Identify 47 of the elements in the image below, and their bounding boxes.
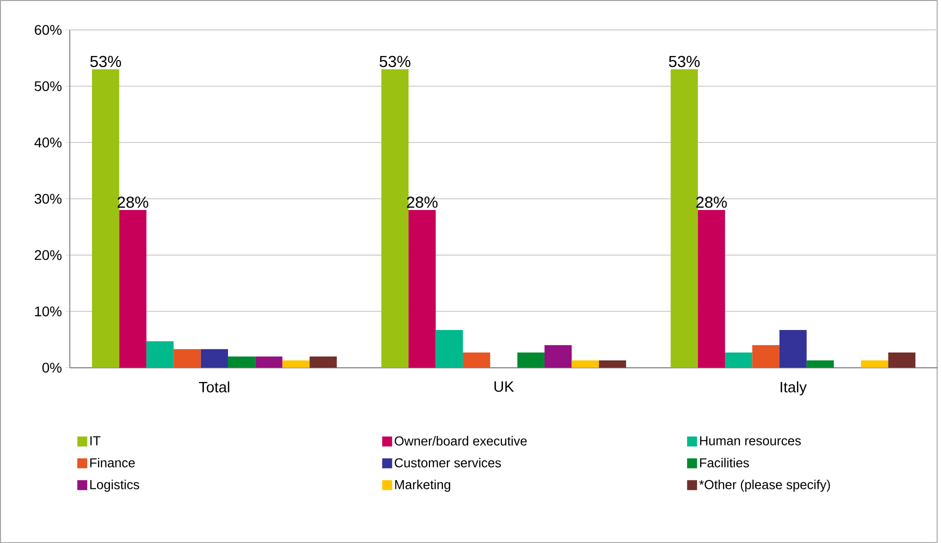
y-tick-label: 10% <box>35 306 62 316</box>
data-label: 53% <box>90 56 122 68</box>
legend-label: Facilities <box>700 458 749 468</box>
bar <box>310 356 337 368</box>
legend-label: Customer services <box>394 458 501 468</box>
data-label: 53% <box>668 56 700 68</box>
y-tick-label: 0% <box>42 362 62 373</box>
legend-label: *Other (please specify) <box>699 480 830 492</box>
bar <box>725 352 752 368</box>
bar <box>228 356 256 368</box>
y-tick-label: 40% <box>34 138 62 148</box>
bar <box>752 345 780 368</box>
legend-label: Owner/board executive <box>394 436 527 446</box>
bar <box>408 210 436 368</box>
bar <box>119 210 146 368</box>
y-tick-label: 50% <box>34 81 62 92</box>
legend-label: Finance <box>90 458 135 468</box>
bar <box>174 349 201 368</box>
bar <box>200 349 228 368</box>
bar <box>146 341 174 368</box>
y-tick-label: 20% <box>34 250 62 260</box>
y-tick-label: 30% <box>34 194 62 204</box>
bar <box>255 356 282 368</box>
bar <box>779 330 807 368</box>
bar <box>698 210 726 368</box>
bar <box>436 330 463 368</box>
x-tick-label: Italy <box>780 381 807 396</box>
bar <box>462 352 490 368</box>
x-tick-label: UK <box>494 381 514 392</box>
bar <box>517 352 545 368</box>
bar <box>544 345 572 368</box>
legend-label: IT <box>90 436 100 446</box>
bar <box>381 69 409 368</box>
bar <box>806 360 834 368</box>
bar <box>92 69 120 368</box>
x-tick-label: Total <box>198 381 230 392</box>
legend-label: Logistics <box>90 480 140 492</box>
bar <box>888 352 916 368</box>
bar <box>282 360 310 368</box>
bar <box>670 69 698 368</box>
bar <box>598 360 626 368</box>
legend-label: Human resources <box>700 436 801 446</box>
bar <box>861 360 888 368</box>
bar <box>572 360 599 368</box>
legend-label: Marketing <box>395 480 450 492</box>
data-label: 53% <box>380 56 410 68</box>
y-tick-label: 60% <box>34 24 62 35</box>
